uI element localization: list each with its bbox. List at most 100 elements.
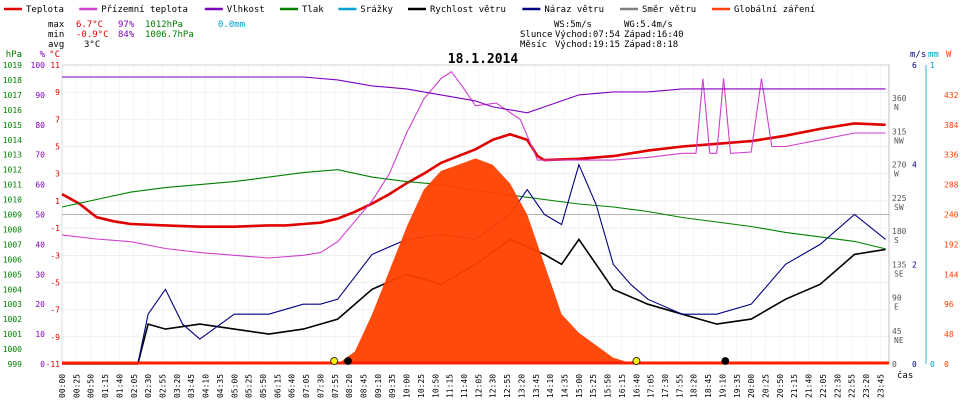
x-tick-label-6: 02:30 [144,374,153,398]
pressure-axis-tick-3: 1016 [3,106,22,115]
direction-label-4: S [894,236,899,245]
radiation-tick-6: 144 [944,270,959,279]
series-line-1 [61,71,886,259]
moon-rise: Východ:19:15 [555,40,620,50]
humidity-axis-tick-6: 40 [35,240,45,249]
x-tick-label-18: 07:30 [316,374,325,398]
x-tick-label-36: 15:00 [575,374,584,398]
temperature-axis-tick-9: -7 [50,306,60,315]
x-tick-label-22: 09:10 [374,374,383,398]
x-tick-label-35: 14:35 [561,374,570,398]
radiation-axis-unit: W [946,50,952,60]
direction-tick-1: 315 [892,127,907,136]
temperature-axis-unit: °C [49,50,60,60]
x-tick-label-8: 03:20 [173,374,182,398]
x-tick-label-25: 10:25 [417,374,426,398]
x-tick-label-13: 05:25 [245,374,254,398]
humidity-axis-tick-3: 70 [35,151,45,160]
legend-label-0: Teplota [26,5,64,15]
x-tick-label-33: 13:45 [532,374,541,398]
direction-tick-7: 45 [892,327,902,336]
radiation-tick-2: 336 [944,151,959,160]
x-tick-label-55: 22:55 [848,374,857,398]
direction-tick-8: 0 [892,360,897,369]
x-tick-label-41: 17:05 [647,374,656,398]
x-tick-label-32: 13:20 [517,374,526,398]
sun-rise: Východ:07:54 [555,30,620,40]
pressure-axis-tick-9: 1010 [3,196,22,205]
sun-marker-0 [330,357,339,365]
x-tick-label-10: 04:10 [202,374,211,398]
radiation-tick-7: 96 [944,300,954,309]
stats-min-temp: -0.9°C [76,30,109,40]
x-tick-label-2: 00:50 [87,374,96,398]
rain-tick-1: 0 [930,360,935,369]
pressure-axis-tick-8: 1011 [3,181,22,190]
pressure-axis-tick-6: 1013 [3,151,22,160]
temperature-axis-tick-7: -3 [50,251,60,260]
radiation-tick-9: 0 [944,360,949,369]
x-tick-label-38: 15:50 [604,374,613,398]
humidity-axis-tick-8: 20 [35,300,45,309]
wind-axis-unit: m/s [910,50,926,60]
pressure-axis-tick-7: 1012 [3,166,22,175]
direction-tick-6: 90 [892,294,902,303]
legend-label-5: Rychlost větru [430,5,506,15]
legend-label-6: Náraz větru [544,5,604,15]
stats-max-hum: 97% [118,20,135,30]
x-tick-label-19: 07:55 [331,374,340,398]
direction-label-5: SE [894,269,904,278]
x-tick-label-50: 20:50 [776,374,785,398]
temperature-axis-tick-0: 11 [50,61,60,70]
sun-set: Západ:16:40 [624,30,684,40]
x-tick-label-23: 09:35 [388,374,397,398]
x-tick-label-39: 16:15 [618,374,627,398]
humidity-axis-tick-4: 60 [35,181,45,190]
x-tick-label-3: 01:15 [101,374,110,398]
pressure-axis-tick-18: 1001 [3,330,22,339]
x-tick-label-47: 19:35 [733,374,742,398]
x-tick-label-40: 16:40 [632,374,641,398]
series-radiation-area [337,158,634,364]
x-tick-label-26: 10:50 [431,374,440,398]
x-tick-label-34: 14:10 [546,374,555,398]
x-tick-label-54: 22:30 [833,374,842,398]
x-tick-label-31: 12:55 [503,374,512,398]
x-tick-label-16: 06:40 [288,374,297,398]
rain-tick-0: 1 [930,61,935,70]
pressure-axis-tick-20: 999 [8,360,23,369]
legend-label-3: Tlak [302,5,324,15]
radiation-tick-1: 384 [944,121,959,130]
direction-tick-3: 225 [892,194,907,203]
x-tick-label-9: 03:45 [187,374,196,398]
chart-title: 18.1.2014 [448,52,519,67]
pressure-axis-tick-17: 1002 [3,315,22,324]
x-tick-label-30: 12:30 [489,374,498,398]
legend-label-1: Přízemní teplota [101,5,188,15]
stats-max-temp: 6.7°C [76,20,103,30]
radiation-tick-0: 432 [944,91,959,100]
x-tick-label-49: 20:25 [762,374,771,398]
x-tick-label-11: 04:35 [216,374,225,398]
stats-avg-label: avg [48,40,64,50]
x-tick-label-52: 21:40 [805,374,814,398]
legend-label-2: Vlhkost [227,5,265,15]
moon-marker-1 [721,357,730,365]
x-tick-label-53: 22:05 [819,374,828,398]
radiation-tick-4: 240 [944,211,959,220]
stats-panel: max 6.7°C 97% 1012hPa 0.0mm min -0.9°C 8… [48,20,245,50]
x-tick-label-20: 08:20 [345,374,354,398]
direction-label-3: SW [894,203,904,212]
x-tick-label-42: 17:30 [661,374,670,398]
pressure-axis-unit: hPa [6,50,22,60]
x-tick-label-12: 05:00 [230,374,239,398]
radiation-tick-3: 288 [944,181,959,190]
wind-tick-0: 6 [912,61,917,70]
x-tick-label-17: 07:05 [302,374,311,398]
x-tick-label-4: 01:40 [115,374,124,398]
direction-tick-0: 360 [892,94,907,103]
axes: 00:00 00:25 00:50 01:15 01:40 02:05 02:30 02:55… [3,50,959,398]
pressure-axis-tick-4: 1015 [3,121,22,130]
humidity-axis-tick-2: 80 [35,121,45,130]
moon-marker-0 [344,357,352,365]
